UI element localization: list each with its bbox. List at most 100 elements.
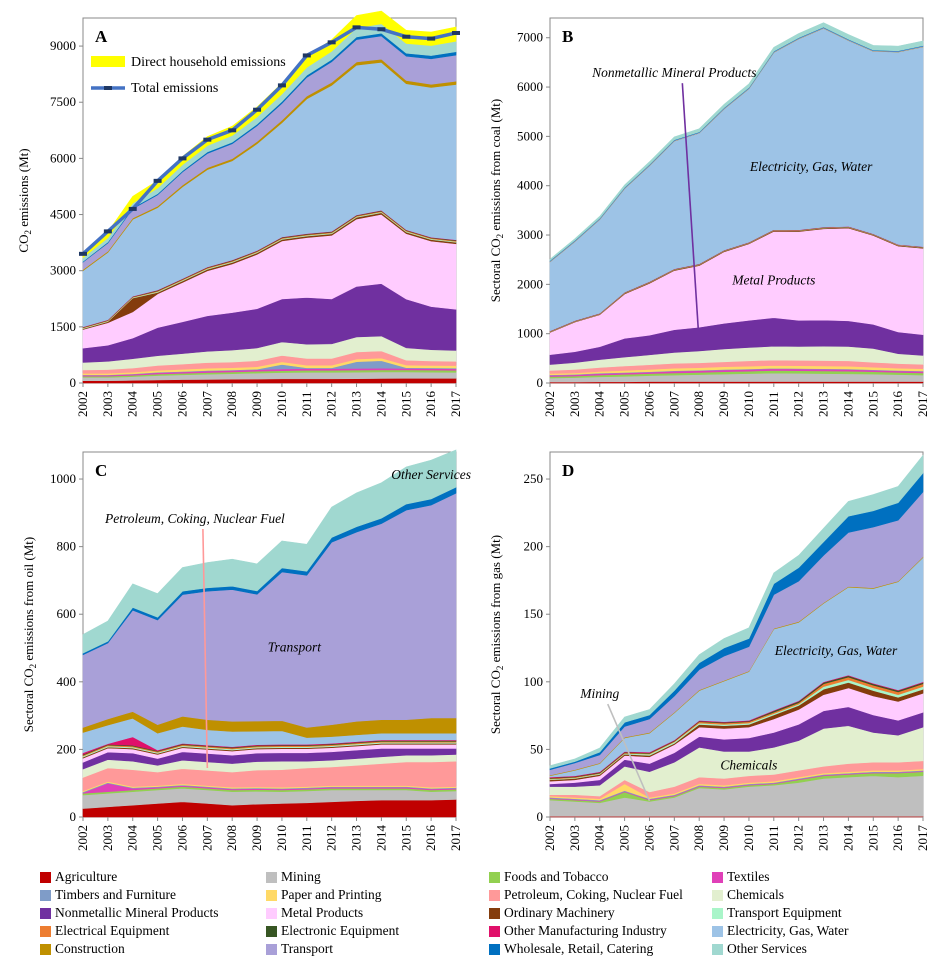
x-tick-label: 2006	[174, 391, 189, 418]
legend-item-other-services: Other Services	[712, 940, 807, 958]
x-tick-label: 2011	[299, 391, 314, 417]
total-emissions-marker	[228, 128, 237, 133]
total-emissions-marker	[402, 34, 411, 39]
legend-swatch	[266, 925, 277, 937]
panel-letter: A	[95, 27, 108, 46]
x-tick-label: 2009	[249, 825, 264, 851]
y-tick-label: 400	[57, 674, 77, 689]
y-tick-label: 0	[70, 809, 77, 824]
area-other-services	[549, 454, 924, 769]
x-tick-label: 2006	[174, 825, 189, 852]
y-tick-label: 100	[524, 674, 544, 689]
legend-swatch	[40, 871, 51, 883]
legend-label: Agriculture	[55, 869, 118, 884]
total-emissions-marker	[302, 53, 311, 58]
x-tick-label: 2002	[542, 825, 557, 851]
legend-item-electricity-gas-water: Electricity, Gas, Water	[712, 922, 849, 940]
x-tick-label: 2003	[567, 825, 582, 851]
x-tick-label: 2005	[617, 391, 632, 417]
x-tick-label: 2010	[274, 825, 289, 851]
legend-swatch	[266, 889, 277, 901]
x-tick-label: 2009	[249, 391, 264, 417]
y-tick-label: 0	[537, 375, 544, 390]
x-tick-label: 2003	[567, 391, 582, 417]
y-tick-label: 7000	[517, 30, 543, 45]
x-tick-label: 2017	[915, 825, 930, 852]
annotation-label: Electricity, Gas, Water	[749, 159, 873, 174]
legend-label: Other Manufacturing Industry	[504, 923, 667, 938]
x-tick-label: 2014	[373, 391, 388, 418]
x-tick-label: 2002	[75, 391, 90, 417]
x-tick-label: 2012	[791, 391, 806, 417]
y-tick-label: 0	[537, 809, 544, 824]
x-tick-label: 2003	[100, 825, 115, 851]
legend-label-total-emissions: Total emissions	[131, 81, 218, 96]
x-tick-label: 2008	[691, 391, 706, 417]
x-tick-label: 2015	[865, 391, 880, 417]
x-tick-label: 2013	[349, 391, 364, 417]
x-tick-label: 2017	[448, 391, 463, 418]
x-tick-label: 2008	[691, 825, 706, 851]
legend-label: Foods and Tobacco	[504, 869, 609, 884]
y-axis-title: CO2 emissions (Mt)	[16, 148, 33, 252]
legend-item-agriculture: Agriculture	[40, 868, 117, 886]
x-tick-label: 2008	[224, 391, 239, 417]
legend-label: Transport Equipment	[727, 905, 842, 920]
legend-swatch	[489, 925, 500, 937]
y-tick-label: 50	[530, 741, 543, 756]
legend-label: Chemicals	[727, 887, 784, 902]
legend-swatch-direct-household	[91, 56, 125, 67]
y-tick-label: 150	[524, 606, 544, 621]
panel-d: 0 50 100 150 200 250 2002 2003 2004 2005 2006 2007 2…	[488, 451, 930, 852]
legend-item-electronic-equipment: Electronic Equipment	[266, 922, 399, 940]
x-tick-label: 2009	[716, 825, 731, 851]
x-tick-label: 2011	[299, 825, 314, 851]
legend-label: Transport	[281, 941, 334, 956]
x-tick-label: 2006	[641, 391, 656, 418]
legend-item-chemicals: Chemicals	[712, 886, 784, 904]
y-tick-label: 250	[524, 471, 544, 486]
total-emissions-marker	[203, 137, 212, 142]
x-tick-label: 2016	[423, 391, 438, 418]
x-tick-label: 2012	[324, 391, 339, 417]
annotation-pointer	[202, 528, 209, 769]
total-emissions-marker	[427, 36, 436, 41]
legend-item-electrical-equipment: Electrical Equipment	[40, 922, 169, 940]
y-tick-label: 9000	[50, 38, 76, 53]
x-tick-label: 2010	[274, 391, 289, 417]
legend-item-nonmetallic-mineral-products: Nonmetallic Mineral Products	[40, 904, 218, 922]
x-tick-label: 2009	[716, 391, 731, 417]
annotation-label: Transport	[268, 639, 323, 654]
x-tick-label: 2005	[617, 825, 632, 851]
x-tick-label: 2014	[840, 825, 855, 852]
y-tick-label: 0	[70, 375, 77, 390]
total-emissions-marker	[377, 27, 386, 32]
x-tick-label: 2012	[791, 825, 806, 851]
total-emissions-marker	[103, 229, 112, 234]
y-tick-label: 800	[57, 539, 77, 554]
total-emissions-marker	[277, 83, 286, 88]
x-tick-label: 2012	[324, 825, 339, 851]
x-tick-label: 2005	[150, 391, 165, 417]
y-tick-label: 3000	[517, 227, 543, 242]
x-tick-label: 2004	[592, 391, 607, 418]
annotation-label: Petroleum, Coking, Nuclear Fuel	[104, 511, 285, 526]
y-tick-label: 6000	[50, 150, 76, 165]
legend-swatch	[712, 943, 723, 955]
legend-swatch	[266, 907, 277, 919]
legend-label: Timbers and Furniture	[55, 887, 176, 902]
total-emissions-line	[81, 25, 457, 256]
x-tick-label: 2017	[915, 391, 930, 418]
legend-swatch	[40, 943, 51, 955]
legend: Agriculture Mining Foods and Tobacco Textil…	[40, 868, 930, 960]
legend-swatch	[712, 871, 723, 883]
legend-item-textiles: Textiles	[712, 868, 770, 886]
area-other-services	[549, 22, 924, 262]
legend-item-petroleum-coking-nuclear-fuel: Petroleum, Coking, Nuclear Fuel	[489, 886, 683, 904]
y-tick-label: 600	[57, 606, 77, 621]
legend-item-mining: Mining	[266, 868, 321, 886]
y-tick-label: 5000	[517, 128, 543, 143]
legend-label: Other Services	[727, 941, 807, 956]
legend-label: Mining	[281, 869, 321, 884]
x-tick-label: 2015	[398, 825, 413, 851]
